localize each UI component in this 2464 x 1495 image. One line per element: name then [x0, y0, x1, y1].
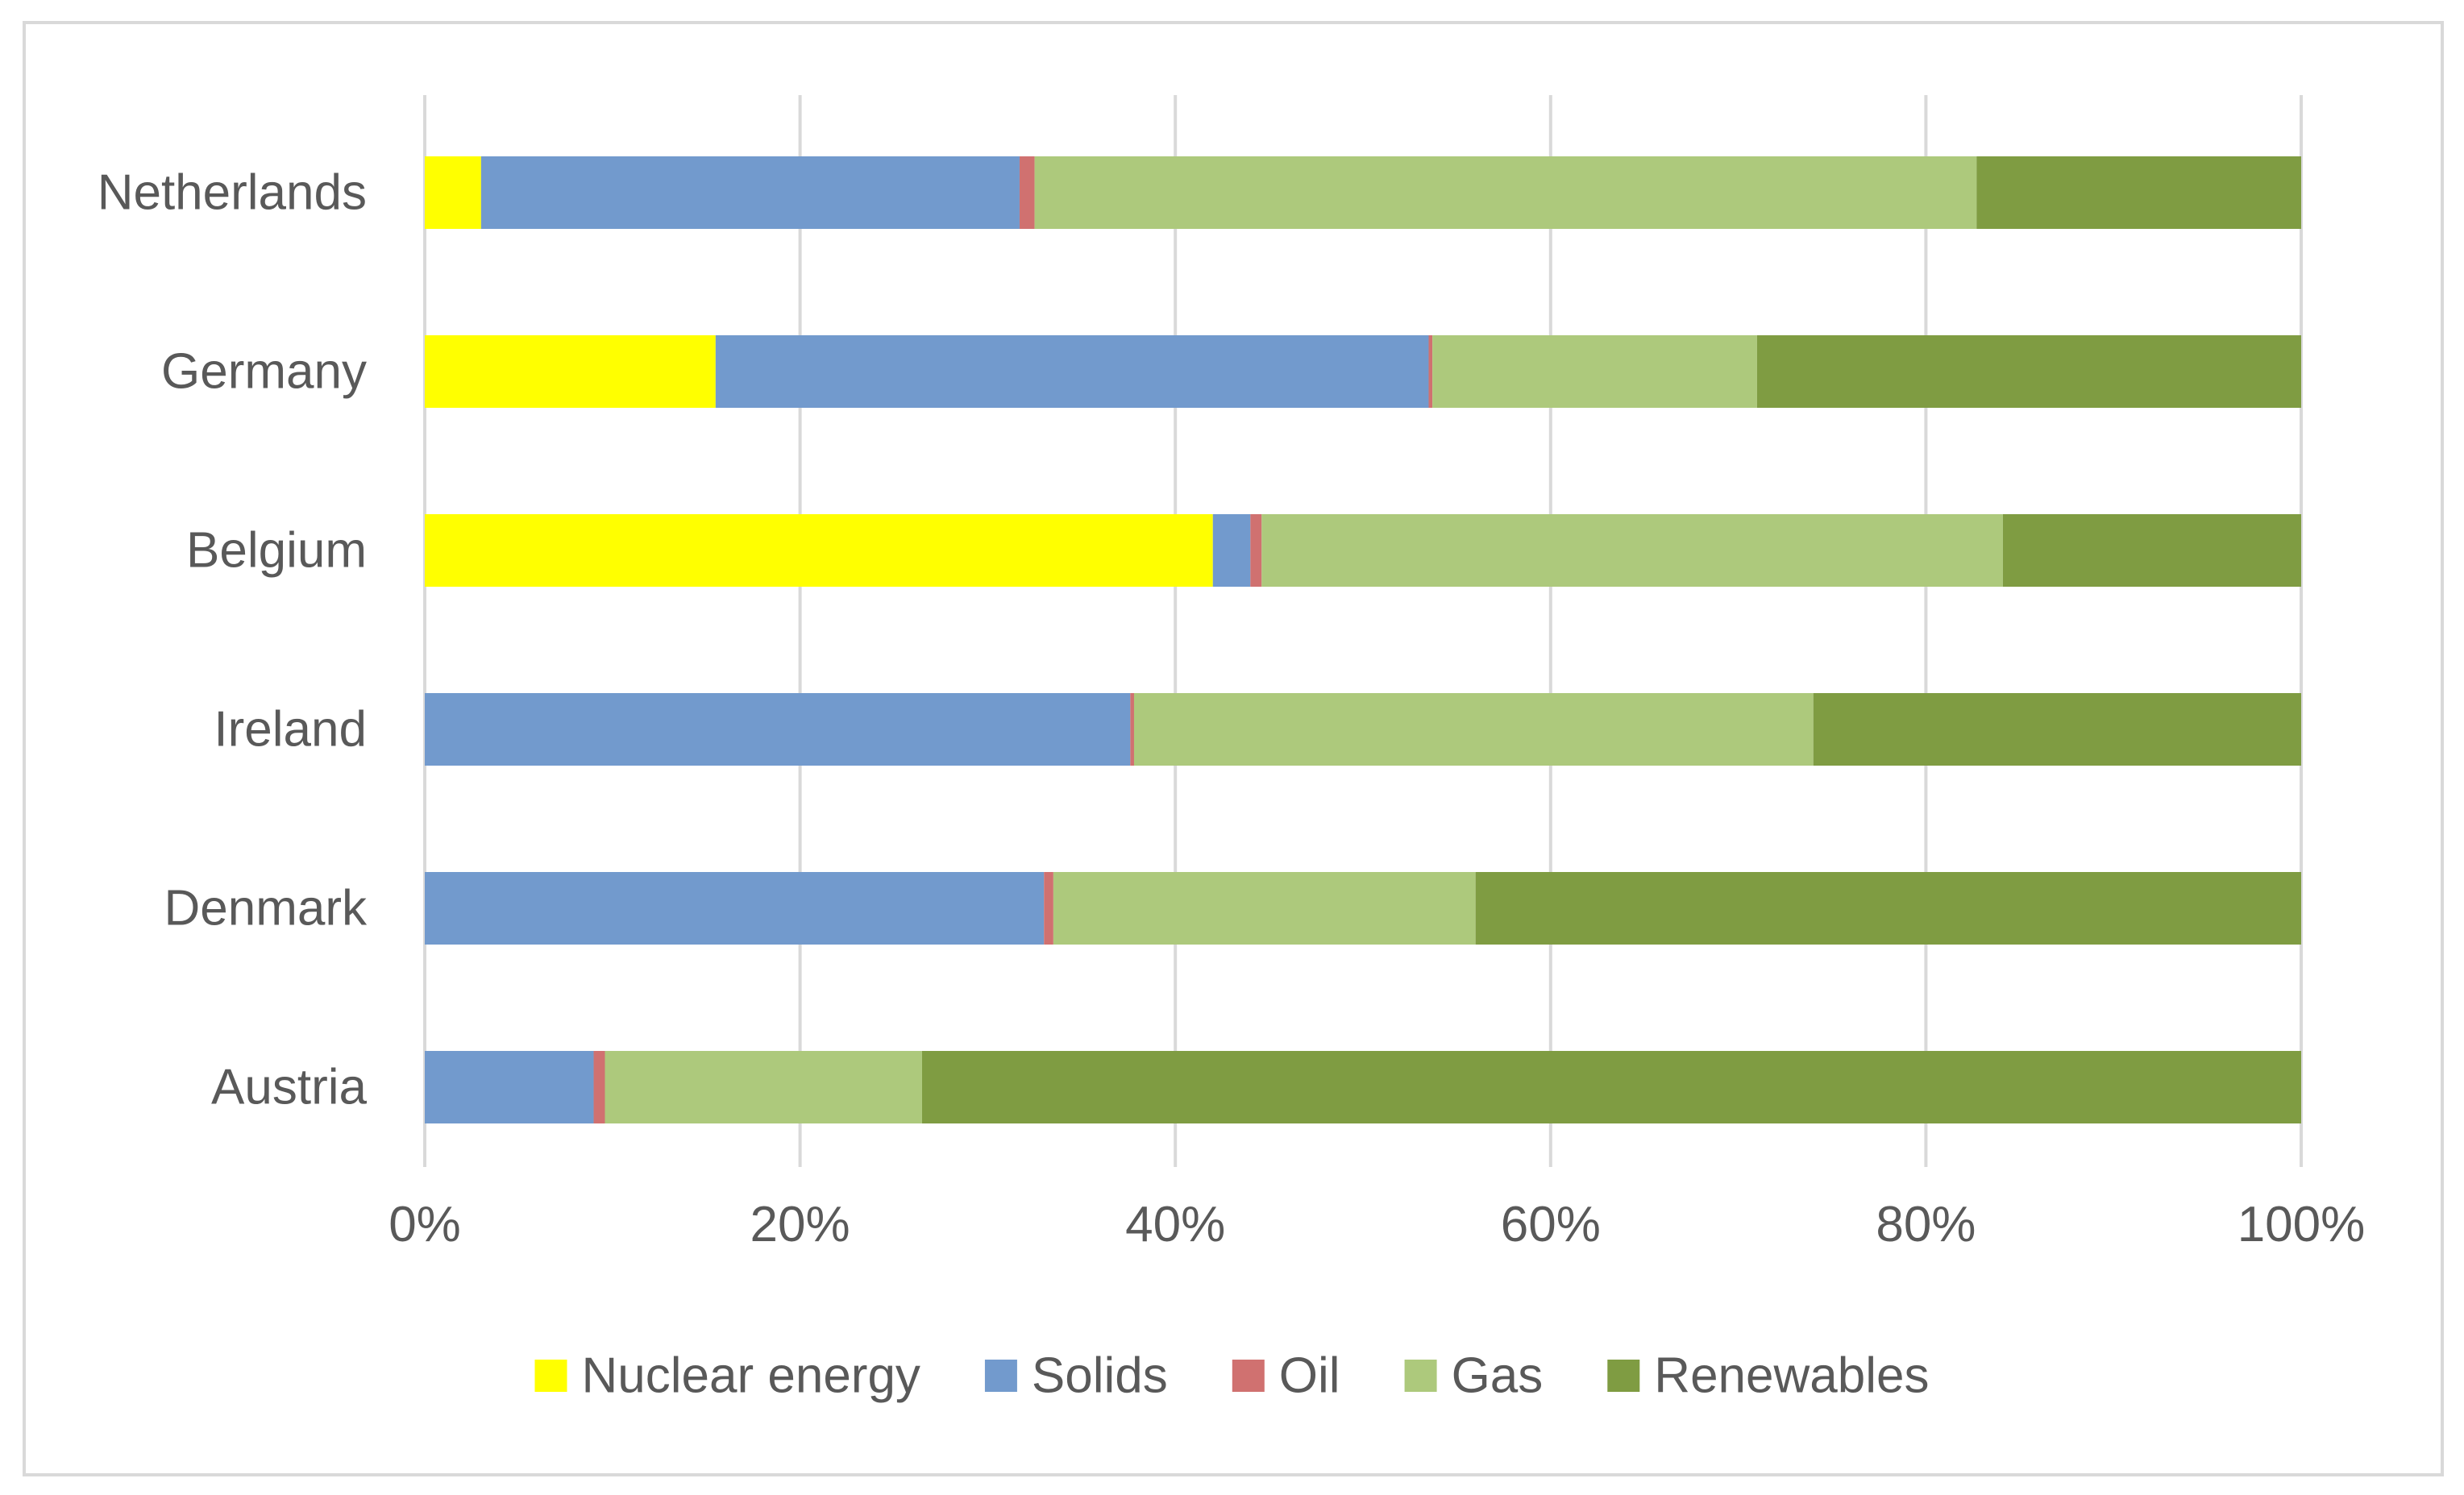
category-label: Belgium — [186, 523, 367, 579]
legend-swatch — [1607, 1360, 1640, 1392]
category-label: Austria — [211, 1060, 367, 1115]
bar-germany-solids — [715, 335, 1429, 408]
bar-ireland-oil — [1130, 693, 1134, 766]
category-label: Germany — [161, 344, 367, 400]
bar-austria-renewables — [921, 1051, 2301, 1123]
bar-austria-oil — [593, 1051, 605, 1123]
legend-label: Nuclear energy — [581, 1348, 920, 1404]
bar-belgium-nuclear-energy — [425, 514, 1213, 587]
bar-denmark-solids — [425, 872, 1045, 945]
legend-swatch — [1232, 1360, 1265, 1392]
bar-netherlands-oil — [1019, 156, 1035, 229]
bar-austria-solids — [425, 1051, 594, 1123]
legend-swatch — [984, 1360, 1017, 1392]
x-tick-label: 40% — [1125, 1197, 1225, 1252]
value-axis: 0% 20% 40% 60% 80% 100% — [389, 1197, 2365, 1252]
legend: Nuclear energy Solids Oil Gas Renewables — [534, 1348, 1930, 1404]
bar-germany-nuclear-energy — [425, 335, 716, 408]
gridlines — [423, 95, 2303, 1167]
category-label: Netherlands — [98, 165, 367, 221]
x-tick-label: 20% — [750, 1197, 850, 1252]
bar-netherlands-solids — [480, 156, 1020, 229]
x-tick-label: 100% — [2238, 1197, 2366, 1252]
bar-belgium-gas — [1261, 514, 2003, 587]
bar-denmark-renewables — [1475, 872, 2301, 945]
legend-label: Gas — [1452, 1348, 1544, 1404]
bar-belgium-renewables — [2002, 514, 2301, 587]
legend-swatch — [534, 1360, 567, 1392]
bar-germany-renewables — [1756, 335, 2301, 408]
category-axis: Netherlands Germany Belgium Ireland Denmark A… — [98, 165, 368, 1115]
bar-denmark-oil — [1044, 872, 1053, 945]
legend-label: Solids — [1032, 1348, 1168, 1404]
bar-denmark-gas — [1053, 872, 1476, 945]
bar-ireland-solids — [425, 693, 1131, 766]
category-label: Denmark — [164, 881, 368, 936]
bar-netherlands-renewables — [1976, 156, 2301, 229]
bar-germany-gas — [1432, 335, 1757, 408]
category-label: Ireland — [214, 702, 367, 758]
x-tick-label: 0% — [389, 1197, 461, 1252]
x-tick-label: 60% — [1501, 1197, 1601, 1252]
legend-label: Renewables — [1654, 1348, 1929, 1404]
bar-ireland-renewables — [1813, 693, 2301, 766]
bar-netherlands-nuclear-energy — [425, 156, 481, 229]
bar-austria-gas — [605, 1051, 922, 1123]
legend-swatch — [1404, 1360, 1437, 1392]
bar-belgium-oil — [1250, 514, 1262, 587]
bar-germany-oil — [1428, 335, 1433, 408]
x-tick-label: 80% — [1876, 1197, 1976, 1252]
bar-netherlands-gas — [1034, 156, 1977, 229]
bar-belgium-solids — [1212, 514, 1251, 587]
legend-label: Oil — [1279, 1348, 1340, 1404]
bar-ireland-gas — [1133, 693, 1814, 766]
bars — [425, 156, 2301, 1123]
